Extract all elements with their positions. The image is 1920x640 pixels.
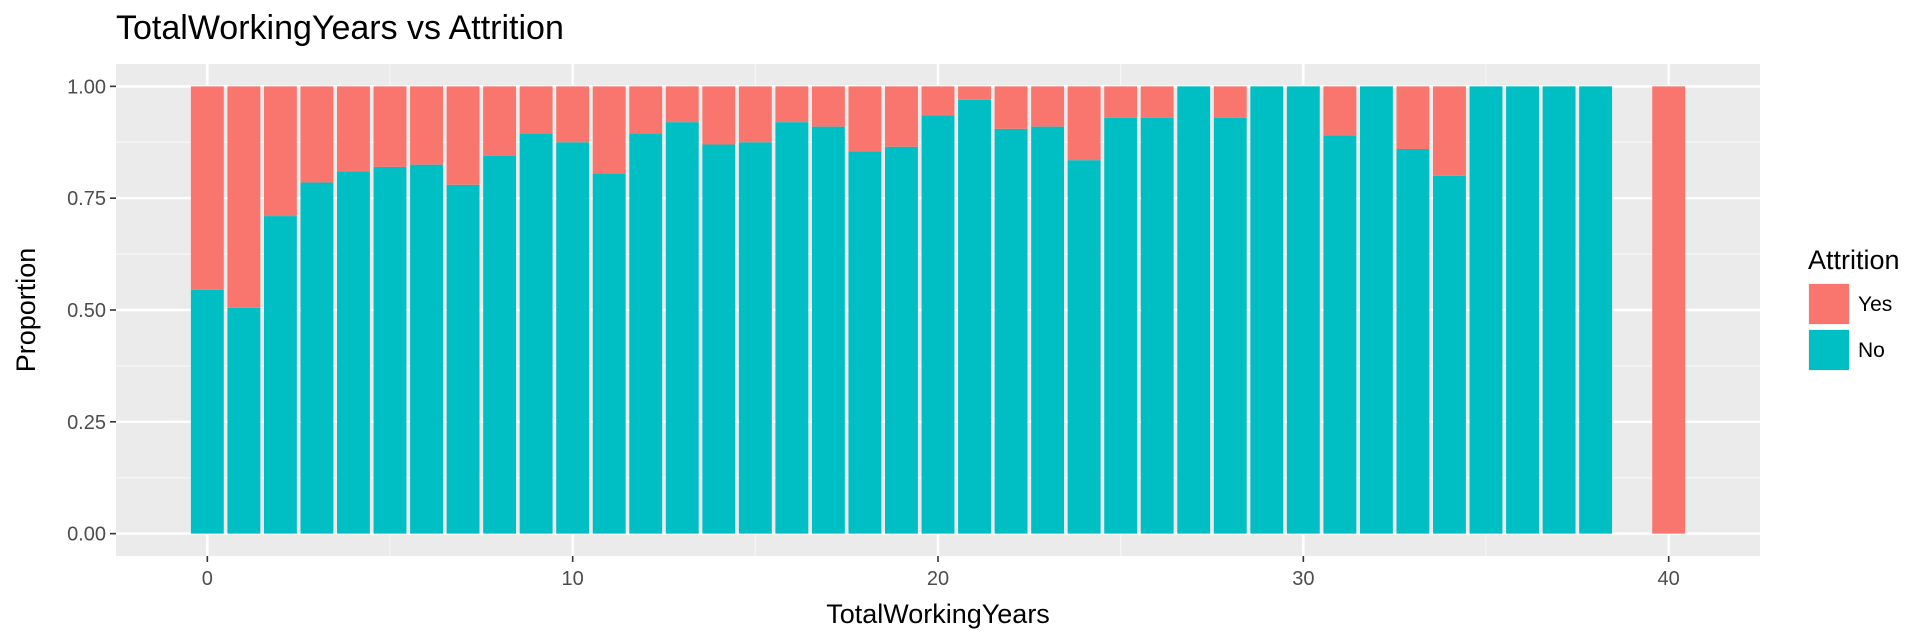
bar-no bbox=[738, 142, 772, 534]
bar-yes bbox=[885, 86, 918, 147]
bar-no bbox=[629, 133, 663, 534]
bar-yes bbox=[994, 86, 1028, 129]
bar-yes bbox=[1140, 86, 1174, 118]
bar-yes bbox=[373, 86, 407, 167]
bar-no bbox=[921, 115, 955, 534]
bar-no bbox=[665, 122, 699, 534]
bar-yes bbox=[410, 86, 443, 165]
legend-title: Attrition bbox=[1808, 245, 1900, 275]
bar-no bbox=[556, 142, 590, 534]
bar-no bbox=[1396, 148, 1430, 534]
y-tick-label: 0.00 bbox=[67, 524, 106, 546]
y-tick-label: 1.00 bbox=[67, 76, 106, 98]
bar-yes bbox=[811, 86, 845, 127]
bar-no bbox=[1177, 86, 1211, 534]
bar-yes bbox=[1433, 86, 1466, 176]
bar-no bbox=[337, 171, 370, 534]
bar-no bbox=[446, 184, 480, 534]
legend-key-no bbox=[1809, 330, 1849, 370]
legend-entries: Yes No bbox=[1808, 283, 1892, 371]
bar-yes bbox=[263, 86, 297, 217]
bar-no bbox=[848, 151, 882, 534]
bar-yes bbox=[190, 86, 224, 290]
bar-no bbox=[1031, 126, 1065, 534]
y-tick-label: 0.50 bbox=[67, 300, 106, 322]
bar-no bbox=[775, 122, 809, 534]
bar-no bbox=[958, 99, 991, 534]
bar-yes bbox=[665, 86, 699, 123]
bar-no bbox=[1433, 175, 1466, 534]
bars bbox=[190, 86, 1686, 534]
bar-no bbox=[1506, 86, 1539, 534]
y-axis-title: Proportion bbox=[11, 248, 41, 373]
bar-no bbox=[702, 144, 736, 534]
bar-no bbox=[1250, 86, 1284, 534]
bar-yes bbox=[1104, 86, 1138, 118]
bar-no bbox=[1286, 86, 1320, 534]
bar-yes bbox=[921, 86, 955, 116]
bar-yes bbox=[483, 86, 517, 156]
bar-no bbox=[190, 289, 224, 534]
bar-no bbox=[519, 133, 553, 534]
bar-yes bbox=[519, 86, 553, 134]
bar-yes bbox=[1213, 86, 1247, 118]
x-tick-label: 20 bbox=[927, 568, 949, 590]
bar-yes bbox=[592, 86, 626, 174]
bar-yes bbox=[629, 86, 663, 134]
chart-title: TotalWorkingYears vs Attrition bbox=[116, 9, 564, 47]
bar-yes bbox=[1067, 86, 1101, 161]
x-tick-label: 10 bbox=[562, 568, 584, 590]
bar-yes bbox=[702, 86, 736, 145]
bar-no bbox=[1579, 86, 1613, 534]
bar-no bbox=[1469, 86, 1503, 534]
bar-no bbox=[263, 216, 297, 534]
bar-no bbox=[885, 146, 918, 534]
x-tick-label: 0 bbox=[202, 568, 213, 590]
x-tick-label: 30 bbox=[1292, 568, 1314, 590]
bar-yes bbox=[1396, 86, 1430, 149]
legend: Attrition Yes No bbox=[1808, 245, 1900, 371]
bar-no bbox=[1542, 86, 1576, 534]
bar-yes bbox=[446, 86, 480, 185]
y-tick-label: 0.25 bbox=[67, 412, 106, 434]
bar-no bbox=[373, 166, 407, 534]
x-axis: 0 10 20 30 40 bbox=[202, 556, 1680, 590]
bar-yes bbox=[227, 86, 261, 308]
bar-yes bbox=[1031, 86, 1065, 127]
legend-label-no: No bbox=[1858, 339, 1885, 362]
bar-yes bbox=[1652, 86, 1686, 534]
bar-yes bbox=[337, 86, 370, 172]
bar-yes bbox=[738, 86, 772, 143]
bar-no bbox=[994, 128, 1028, 534]
bar-yes bbox=[775, 86, 809, 123]
x-axis-title: TotalWorkingYears bbox=[826, 599, 1050, 629]
bar-no bbox=[1067, 160, 1101, 534]
y-tick-label: 0.75 bbox=[67, 188, 106, 210]
bar-no bbox=[1213, 117, 1247, 534]
bar-yes bbox=[556, 86, 590, 143]
bar-no bbox=[1323, 135, 1357, 534]
bar-no bbox=[300, 182, 334, 534]
bar-no bbox=[1359, 86, 1393, 534]
legend-key-yes bbox=[1809, 284, 1849, 324]
bar-no bbox=[410, 164, 443, 534]
bar-yes bbox=[1323, 86, 1357, 136]
legend-label-yes: Yes bbox=[1858, 293, 1892, 316]
x-tick-label: 40 bbox=[1658, 568, 1680, 590]
bar-yes bbox=[848, 86, 882, 152]
bar-no bbox=[227, 307, 261, 534]
y-axis: 0.00 0.25 0.50 0.75 1.00 bbox=[67, 76, 116, 546]
bar-yes bbox=[958, 86, 991, 100]
bar-yes bbox=[300, 86, 334, 183]
bar-no bbox=[811, 126, 845, 534]
bar-no bbox=[1140, 117, 1174, 534]
bar-no bbox=[483, 155, 517, 534]
bar-no bbox=[1104, 117, 1138, 534]
bar-no bbox=[592, 173, 626, 534]
